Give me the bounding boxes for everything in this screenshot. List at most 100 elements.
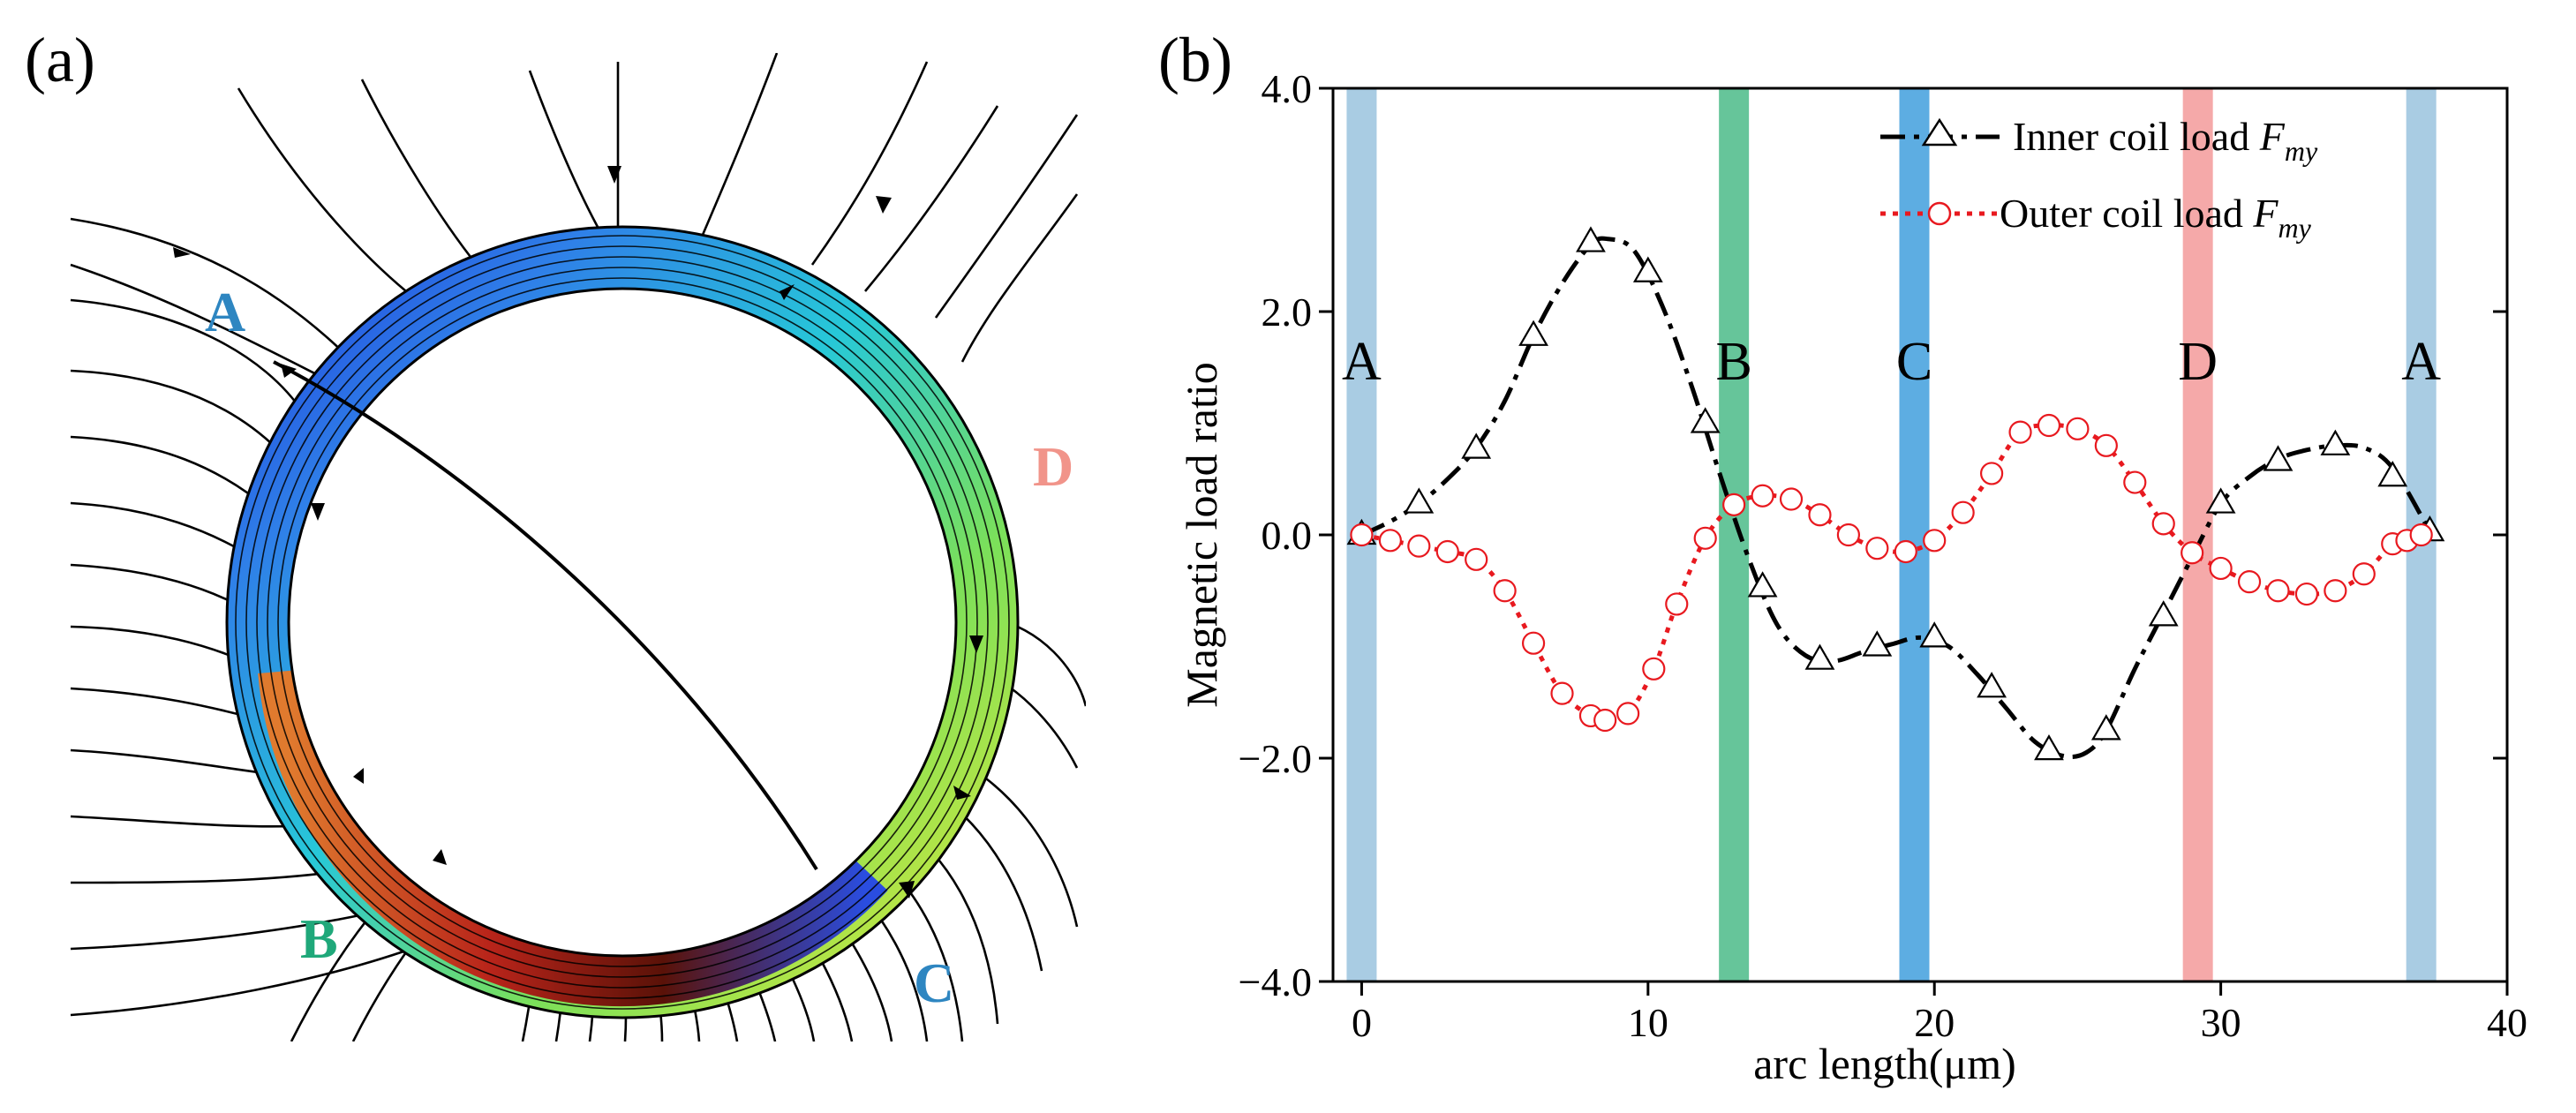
ring-lower: [258, 667, 888, 1007]
inner-point: [2263, 445, 2294, 471]
outer-point: [1693, 526, 1717, 550]
chord-line: [273, 360, 818, 871]
legend-outer-label: Outer coil load Fmy: [2000, 191, 2312, 244]
outer-point: [1979, 462, 2004, 485]
inner-point: [2090, 714, 2121, 741]
inner-point: [2205, 487, 2236, 514]
inner-point: [1690, 407, 1721, 433]
outer-point: [1894, 539, 1917, 564]
legend-outer-subscript: my: [2278, 212, 2312, 244]
y-tick-label: 4.0: [1262, 66, 1313, 111]
outer-point: [2237, 570, 2262, 594]
inner-point: [1804, 643, 1835, 670]
legend: Inner coil load Fmy Outer coil load Fmy: [1880, 114, 2318, 244]
outer-point: [2008, 420, 2032, 444]
outer-point: [1951, 500, 1975, 524]
panel-a-label: (a): [25, 25, 95, 95]
outer-point: [1593, 708, 1617, 733]
outer-point: [1923, 529, 1947, 553]
outer-point: [1493, 579, 1517, 603]
inner-point: [1862, 630, 1893, 657]
outer-point: [1550, 681, 1574, 705]
inner-point: [2377, 461, 2408, 487]
legend-inner-subject: F: [2259, 114, 2286, 159]
outer-point: [1378, 529, 1402, 553]
inner-point: [1576, 226, 1606, 252]
band-label-a-4: A: [2401, 332, 2441, 392]
band-label-d-3: D: [2178, 332, 2218, 392]
band-label-a-0: A: [1342, 332, 1382, 392]
x-tick-label: 0: [1352, 1000, 1372, 1045]
outer-point: [2066, 417, 2090, 440]
outer-point: [1616, 702, 1640, 726]
outer-point: [2294, 582, 2319, 606]
outer-point: [1350, 523, 1374, 547]
point-label-b: B: [300, 907, 338, 970]
y-tick-label: −4.0: [1239, 959, 1312, 1004]
band-label-c-2: C: [1896, 332, 1932, 392]
x-tick-label: 10: [1628, 1000, 1668, 1045]
x-tick-label: 40: [2487, 1000, 2527, 1045]
outer-point: [2094, 433, 2118, 457]
inner-point: [2034, 733, 2064, 761]
field-arrows: [173, 166, 983, 899]
outer-point: [1465, 547, 1488, 571]
x-axis-label: arc length(μm): [1753, 1039, 2016, 1088]
outer-point: [1751, 484, 1774, 508]
band-label-b-1: B: [1715, 332, 1751, 392]
y-tick-label: 2.0: [1262, 290, 1313, 335]
chart-series: [1360, 236, 2432, 759]
point-label-d: D: [1033, 435, 1073, 498]
panel-a: (a): [25, 25, 1086, 1042]
outer-point: [1808, 503, 1832, 527]
inner-point: [1747, 571, 1778, 598]
legend-inner-subscript: my: [2285, 135, 2318, 167]
inner-point: [2148, 600, 2179, 627]
outer-point: [1722, 493, 1746, 516]
coil-ring: [225, 225, 1020, 1019]
outer-point: [2037, 413, 2061, 438]
legend-outer-subject: F: [2252, 191, 2278, 236]
outer-point: [1836, 523, 1861, 547]
outer-point: [1407, 534, 1431, 558]
inner-point: [1461, 432, 1492, 459]
ring-outer-edge: [225, 225, 1020, 1019]
y-tick-label: −2.0: [1239, 736, 1312, 781]
legend-entry-inner: Inner coil load Fmy: [1880, 114, 2318, 167]
point-label-c: C: [914, 951, 954, 1014]
inner-point: [1518, 320, 1548, 346]
outer-point: [1665, 592, 1689, 616]
outer-point: [2266, 579, 2290, 603]
y-tick-label: 0.0: [1262, 513, 1313, 558]
panel-b-label: (b): [1158, 25, 1232, 95]
outer-point: [2324, 579, 2347, 603]
chart-ticks: 0 10 20 30 40 4.0 2.0 0.0 −2.0 −4.0: [1239, 66, 2527, 1045]
outer-point: [1642, 657, 1666, 681]
outer-point: [2123, 470, 2147, 494]
series-line-inner: [1360, 236, 2432, 759]
inner-point: [1632, 256, 1663, 282]
band-b-1: [1719, 88, 1750, 981]
outer-point: [2181, 541, 2204, 565]
outer-point: [1779, 487, 1804, 511]
point-label-a: A: [205, 281, 245, 343]
inner-point: [2320, 429, 2351, 455]
y-axis-label: Magnetic load ratio: [1177, 362, 1226, 708]
band-d-3: [2182, 88, 2213, 981]
legend-inner-text: Inner coil load: [2013, 114, 2260, 159]
outer-point: [1435, 539, 1459, 564]
inner-point: [1404, 487, 1435, 514]
legend-outer-text: Outer coil load: [2000, 191, 2253, 236]
outer-point: [2409, 523, 2433, 547]
outer-point: [1865, 537, 1889, 560]
inner-point: [1919, 621, 1950, 648]
panel-b: (b) A B C D A 0 10 20 30 40 4.0 2.0 0.0 −2.0 −4.0 Mag…: [1158, 25, 2527, 1088]
outer-point: [2209, 556, 2233, 581]
x-tick-label: 20: [1914, 1000, 1955, 1045]
chart-markers: [1346, 226, 2445, 761]
legend-entry-outer: Outer coil load Fmy: [1880, 191, 2312, 244]
inner-point: [1977, 672, 2007, 698]
outer-point: [2352, 562, 2376, 586]
ring-streamlines: [235, 235, 1010, 1010]
